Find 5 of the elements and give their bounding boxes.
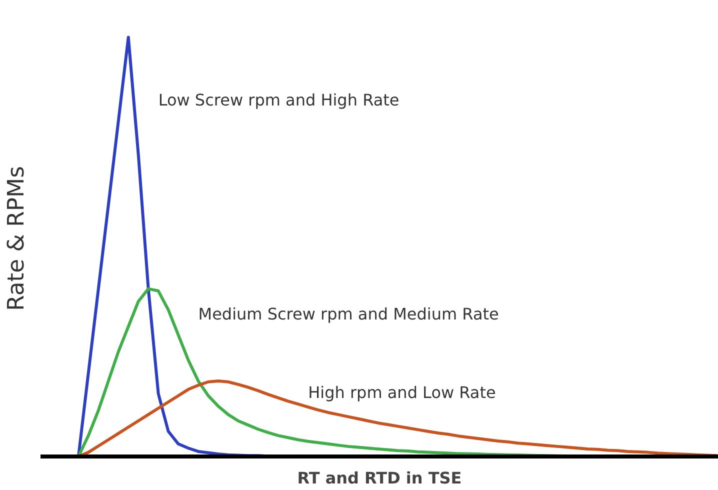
y-axis-title: Rate & RPMs <box>4 166 30 311</box>
series-label: Medium Screw rpm and Medium Rate <box>198 304 499 324</box>
series-label: Low Screw rpm and High Rate <box>158 90 400 110</box>
x-axis-title: RT and RTD in TSE <box>297 468 462 488</box>
series-label: High rpm and Low Rate <box>308 382 496 402</box>
